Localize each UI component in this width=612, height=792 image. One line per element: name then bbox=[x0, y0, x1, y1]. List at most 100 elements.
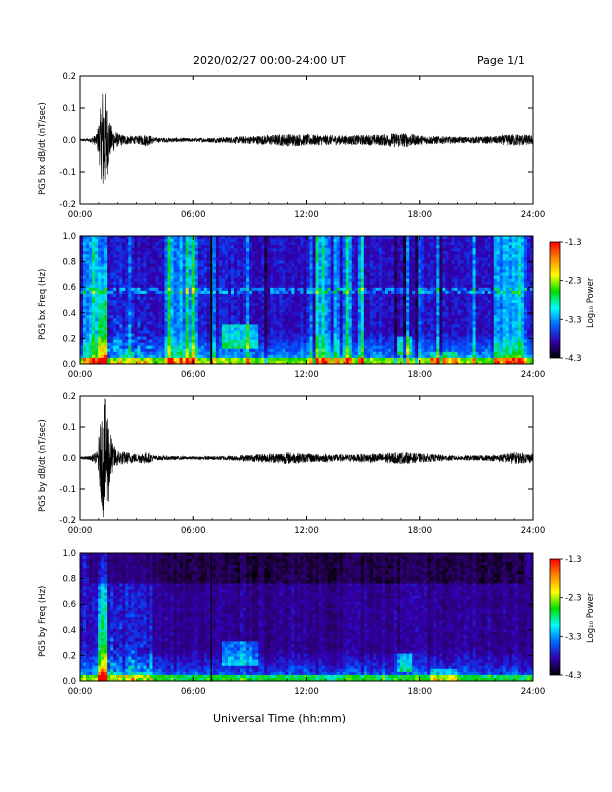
spectrogram-cell bbox=[315, 278, 319, 283]
spectrogram-cell bbox=[243, 339, 247, 344]
spectrogram-cell bbox=[339, 260, 344, 264]
spectrogram-cell bbox=[255, 339, 259, 344]
spectrogram-cell bbox=[400, 336, 404, 341]
spectrogram-cell bbox=[309, 263, 313, 267]
spectrogram-cell bbox=[170, 251, 175, 255]
spectrogram-cell bbox=[149, 287, 153, 292]
spectrogram-cell bbox=[179, 315, 184, 319]
spectrogram-cell bbox=[140, 360, 144, 365]
spectrogram-cell bbox=[113, 269, 117, 273]
y-tick-label: 0.1 bbox=[62, 104, 76, 114]
spectrogram-cell bbox=[182, 290, 187, 295]
spectrogram-cell bbox=[188, 330, 193, 334]
spectrogram-cell bbox=[273, 287, 277, 292]
spectrogram-cell bbox=[203, 293, 208, 298]
spectrogram-cell bbox=[421, 309, 425, 313]
spectrogram-cell bbox=[336, 260, 341, 264]
spectrogram-cell bbox=[400, 351, 404, 356]
spectrogram-cell bbox=[122, 275, 126, 280]
spectrogram-cell bbox=[294, 275, 298, 280]
spectrogram-cell bbox=[385, 303, 389, 307]
spectrogram-cell bbox=[285, 290, 289, 295]
spectrogram-cell bbox=[92, 306, 96, 310]
spectrogram-cell bbox=[324, 324, 329, 328]
spectrogram-cell bbox=[98, 290, 102, 295]
spectrogram-cell bbox=[113, 309, 117, 313]
spectrogram-cell bbox=[339, 290, 344, 295]
spectrogram-cell bbox=[143, 351, 147, 356]
spectrogram-cell bbox=[312, 257, 316, 261]
spectrogram-cell bbox=[424, 293, 428, 298]
spectrogram-cell bbox=[433, 236, 437, 240]
spectrogram-cell bbox=[406, 327, 410, 331]
spectrogram-cell bbox=[237, 327, 241, 331]
spectrogram-cell bbox=[261, 275, 265, 280]
spectrogram-cell bbox=[246, 339, 250, 344]
spectrogram-cell bbox=[351, 321, 356, 325]
spectrogram-cell bbox=[119, 236, 123, 240]
spectrogram-cell bbox=[101, 345, 105, 350]
spectrogram-cell bbox=[258, 303, 262, 307]
spectrogram-cell bbox=[185, 284, 190, 289]
spectrogram-cell bbox=[255, 354, 259, 359]
spectrogram-cell bbox=[227, 330, 232, 334]
spectrogram-cell bbox=[351, 360, 356, 365]
spectrogram-cell bbox=[400, 293, 404, 298]
spectrogram-cell bbox=[412, 263, 416, 267]
spectrogram-cell bbox=[110, 333, 114, 337]
spectrogram-cell bbox=[80, 321, 84, 325]
spectrogram-cell bbox=[391, 321, 395, 325]
spectrogram-cell bbox=[146, 321, 150, 325]
spectrogram-cell bbox=[182, 266, 187, 270]
spectrogram-cell bbox=[188, 348, 193, 353]
spectrogram-cell bbox=[321, 303, 326, 307]
spectrogram-cell bbox=[267, 257, 271, 261]
spectrogram-cell bbox=[363, 354, 368, 359]
spectrogram-cell bbox=[83, 327, 87, 331]
spectrogram-cell bbox=[267, 351, 271, 356]
spectrogram-cell bbox=[427, 266, 431, 270]
spectrogram-cell bbox=[194, 339, 199, 344]
spectrogram-cell bbox=[98, 345, 102, 350]
spectrogram-cell bbox=[224, 257, 229, 261]
spectrogram-cell bbox=[98, 239, 102, 243]
spectrogram-cell bbox=[212, 327, 217, 331]
spectrogram-cell bbox=[294, 278, 298, 283]
spectrogram-cell bbox=[83, 309, 87, 313]
spectrogram-cell bbox=[218, 245, 223, 249]
spectrogram-cell bbox=[92, 333, 96, 337]
spectrogram-cell bbox=[119, 290, 123, 295]
spectrogram-cell bbox=[400, 251, 404, 255]
spectrogram-cell bbox=[116, 303, 120, 307]
spectrogram-cell bbox=[170, 318, 175, 322]
spectrogram-cell bbox=[258, 327, 262, 331]
spectrogram-cell bbox=[273, 306, 277, 310]
spectrogram-cell bbox=[342, 263, 347, 267]
spectrogram-cell bbox=[176, 345, 181, 350]
spectrogram-cell bbox=[306, 284, 310, 289]
spectrogram-cell bbox=[234, 236, 238, 240]
spectrogram-cell bbox=[285, 306, 289, 310]
spectrogram-cell bbox=[324, 245, 329, 249]
spectrogram-cell bbox=[173, 318, 178, 322]
spectrogram-cell bbox=[95, 296, 99, 301]
spectrogram-cell bbox=[385, 278, 389, 283]
spectrogram-cell bbox=[92, 284, 96, 289]
spectrogram-cell bbox=[351, 269, 356, 273]
spectrogram-cell bbox=[212, 330, 217, 334]
spectrogram-cell bbox=[161, 269, 165, 273]
spectrogram-cell bbox=[315, 266, 319, 270]
spectrogram-cell bbox=[249, 318, 253, 322]
spectrogram-cell bbox=[409, 272, 413, 277]
spectrogram-cell bbox=[255, 303, 259, 307]
spectrogram-cell bbox=[372, 251, 377, 255]
spectrogram-cell bbox=[243, 260, 247, 264]
spectrogram-cell bbox=[430, 303, 434, 307]
spectrogram-cell bbox=[360, 266, 365, 270]
spectrogram-cell bbox=[240, 324, 244, 328]
spectrogram-cell bbox=[101, 272, 105, 277]
spectrogram-cell bbox=[185, 296, 190, 301]
spectrogram-cell bbox=[348, 303, 353, 307]
spectrogram-cell bbox=[252, 327, 256, 331]
spectrogram-cell bbox=[221, 321, 226, 325]
